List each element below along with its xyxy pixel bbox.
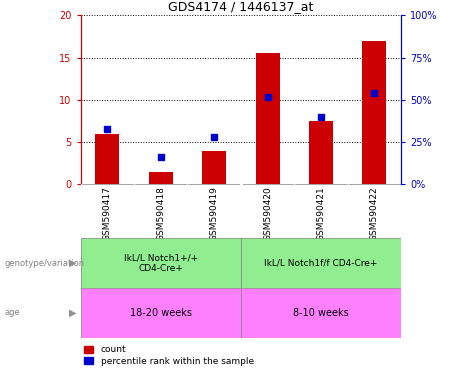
Bar [241,238,401,288]
Text: ▶: ▶ [69,308,76,318]
Text: GSM590420: GSM590420 [263,186,272,241]
Text: IkL/L Notch1+/+
CD4-Cre+: IkL/L Notch1+/+ CD4-Cre+ [124,253,198,273]
Text: 8-10 weeks: 8-10 weeks [293,308,349,318]
Text: GSM590421: GSM590421 [316,186,325,241]
Text: 18-20 weeks: 18-20 weeks [130,308,192,318]
Bar [81,238,241,288]
Text: ▶: ▶ [69,258,76,268]
Bar [202,151,226,184]
Bar [362,41,386,184]
Bar [81,288,241,338]
Legend: count, percentile rank within the sample: count, percentile rank within the sample [81,342,257,370]
Text: age: age [5,308,20,318]
Bar [309,121,333,184]
Title: GDS4174 / 1446137_at: GDS4174 / 1446137_at [168,0,313,13]
Bar [241,288,401,338]
Text: IkL/L Notch1f/f CD4-Cre+: IkL/L Notch1f/f CD4-Cre+ [264,258,378,268]
Bar [255,53,279,184]
Text: GSM590418: GSM590418 [156,186,165,241]
Text: GSM590422: GSM590422 [370,186,379,240]
Text: genotype/variation: genotype/variation [5,258,85,268]
Text: GSM590419: GSM590419 [210,186,219,241]
Bar [149,172,173,184]
Text: GSM590417: GSM590417 [103,186,112,241]
Bar [95,134,119,184]
